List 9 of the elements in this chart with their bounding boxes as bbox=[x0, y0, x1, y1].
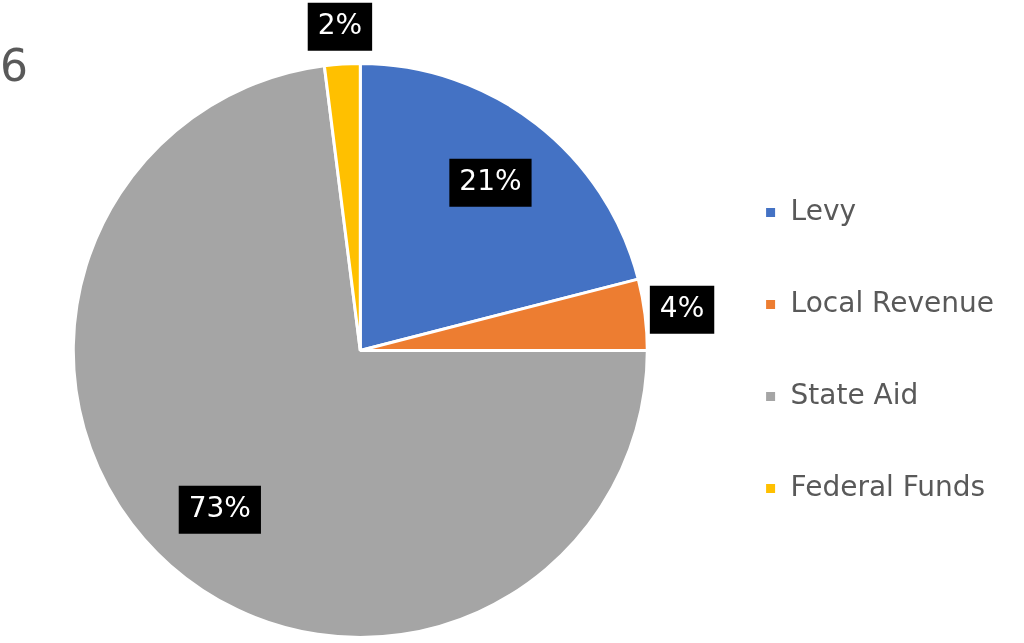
legend-label: Federal Funds bbox=[790, 469, 986, 503]
data-label: 21% bbox=[459, 163, 522, 197]
data-label: 73% bbox=[188, 491, 251, 525]
data-label: 4% bbox=[659, 291, 705, 325]
data-label: 2% bbox=[317, 8, 363, 42]
legend-label: Levy bbox=[790, 193, 857, 227]
legend-label: Local Revenue bbox=[790, 285, 995, 319]
text: 6 bbox=[0, 40, 28, 91]
legend-label: State Aid bbox=[790, 377, 919, 411]
